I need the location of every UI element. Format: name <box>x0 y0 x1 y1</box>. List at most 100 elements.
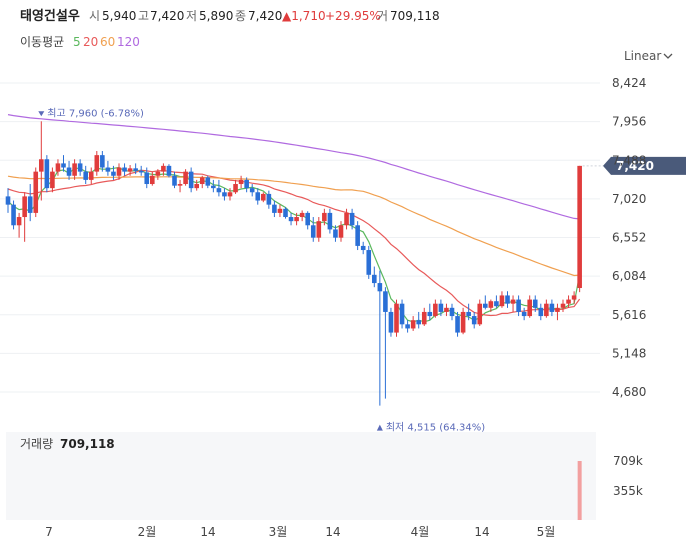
candle[interactable] <box>283 207 288 219</box>
candle[interactable] <box>111 165 116 180</box>
candle[interactable] <box>105 160 111 176</box>
candle[interactable] <box>466 303 471 321</box>
candle[interactable] <box>355 221 360 251</box>
candle[interactable] <box>366 245 372 279</box>
candle[interactable] <box>310 217 316 242</box>
candle[interactable] <box>560 299 566 312</box>
candle[interactable] <box>122 163 127 176</box>
candle[interactable] <box>344 208 349 230</box>
candle[interactable] <box>438 299 444 317</box>
candle[interactable] <box>322 208 327 226</box>
candle[interactable] <box>127 165 133 176</box>
candle[interactable] <box>194 179 199 191</box>
candle[interactable] <box>144 167 150 189</box>
candle[interactable] <box>161 163 166 176</box>
ma-legend-20[interactable]: 20 <box>83 35 98 49</box>
candle[interactable] <box>338 221 344 242</box>
candle[interactable] <box>222 188 227 201</box>
candle[interactable] <box>444 303 449 317</box>
candle[interactable] <box>238 175 244 189</box>
candle[interactable] <box>433 299 438 318</box>
candle[interactable] <box>388 307 394 337</box>
candle[interactable] <box>55 159 61 176</box>
ma-legend-60[interactable]: 60 <box>100 35 115 49</box>
candle[interactable] <box>22 192 27 242</box>
candle[interactable] <box>177 179 183 193</box>
candle[interactable] <box>249 184 255 197</box>
candle[interactable] <box>216 179 222 197</box>
candle[interactable] <box>333 225 338 242</box>
candle[interactable] <box>427 303 433 321</box>
candle[interactable] <box>455 311 460 337</box>
candle[interactable] <box>155 169 161 180</box>
candle[interactable] <box>555 303 560 321</box>
candle[interactable] <box>199 175 205 189</box>
candle[interactable] <box>33 167 39 218</box>
candle[interactable] <box>327 208 333 234</box>
candle[interactable] <box>150 171 155 186</box>
candle[interactable] <box>499 291 505 308</box>
ma-legend-120[interactable]: 120 <box>117 35 140 49</box>
candle[interactable] <box>349 208 355 230</box>
candle[interactable] <box>410 316 416 331</box>
candle[interactable] <box>405 320 410 333</box>
candle[interactable] <box>227 188 233 201</box>
candle[interactable] <box>277 204 283 218</box>
candle[interactable] <box>61 155 66 172</box>
candle[interactable] <box>11 200 16 230</box>
candle[interactable] <box>266 190 272 209</box>
candle[interactable] <box>50 167 55 193</box>
candle[interactable] <box>5 188 11 213</box>
candle[interactable] <box>77 159 83 176</box>
candle[interactable] <box>516 295 521 317</box>
candle[interactable] <box>566 295 571 308</box>
candle[interactable] <box>272 200 277 218</box>
candle[interactable] <box>532 295 538 312</box>
candle[interactable] <box>449 303 455 321</box>
candle[interactable] <box>360 241 366 255</box>
candle[interactable] <box>416 311 421 329</box>
ma-legend-5[interactable]: 5 <box>73 35 81 49</box>
candle[interactable] <box>510 295 516 312</box>
candle[interactable] <box>211 179 216 193</box>
candle[interactable] <box>138 165 144 176</box>
candle[interactable] <box>372 266 377 288</box>
candle[interactable] <box>483 295 488 310</box>
candle[interactable] <box>460 307 466 335</box>
candle[interactable] <box>233 179 238 194</box>
candle[interactable] <box>305 211 310 230</box>
candle[interactable] <box>471 311 477 329</box>
candle[interactable] <box>255 188 261 205</box>
candle[interactable] <box>477 299 483 326</box>
candle[interactable] <box>377 270 383 406</box>
candle[interactable] <box>544 299 549 318</box>
candle[interactable] <box>44 155 50 193</box>
candle[interactable] <box>299 210 305 222</box>
candle[interactable] <box>205 175 211 189</box>
candle[interactable] <box>100 151 105 172</box>
candle[interactable] <box>505 291 510 308</box>
candle[interactable] <box>571 291 577 304</box>
candle[interactable] <box>66 160 72 180</box>
candle[interactable] <box>116 163 122 180</box>
candle[interactable] <box>83 165 88 185</box>
candle[interactable] <box>538 303 544 321</box>
candle[interactable] <box>488 299 494 312</box>
candle[interactable] <box>399 299 405 329</box>
candle[interactable] <box>294 212 299 226</box>
candle[interactable] <box>88 167 94 185</box>
candle[interactable] <box>316 217 322 242</box>
candle[interactable] <box>183 169 188 186</box>
candle[interactable] <box>244 177 249 193</box>
candle[interactable] <box>521 307 527 321</box>
candle[interactable] <box>27 184 33 222</box>
candle[interactable] <box>527 295 532 318</box>
scale-dropdown[interactable]: Linear <box>624 49 673 63</box>
candle[interactable] <box>133 163 138 175</box>
candle[interactable] <box>383 287 388 399</box>
candle[interactable] <box>16 212 22 238</box>
candle[interactable] <box>577 165 582 293</box>
candle[interactable] <box>421 307 427 326</box>
candle[interactable] <box>549 299 555 317</box>
